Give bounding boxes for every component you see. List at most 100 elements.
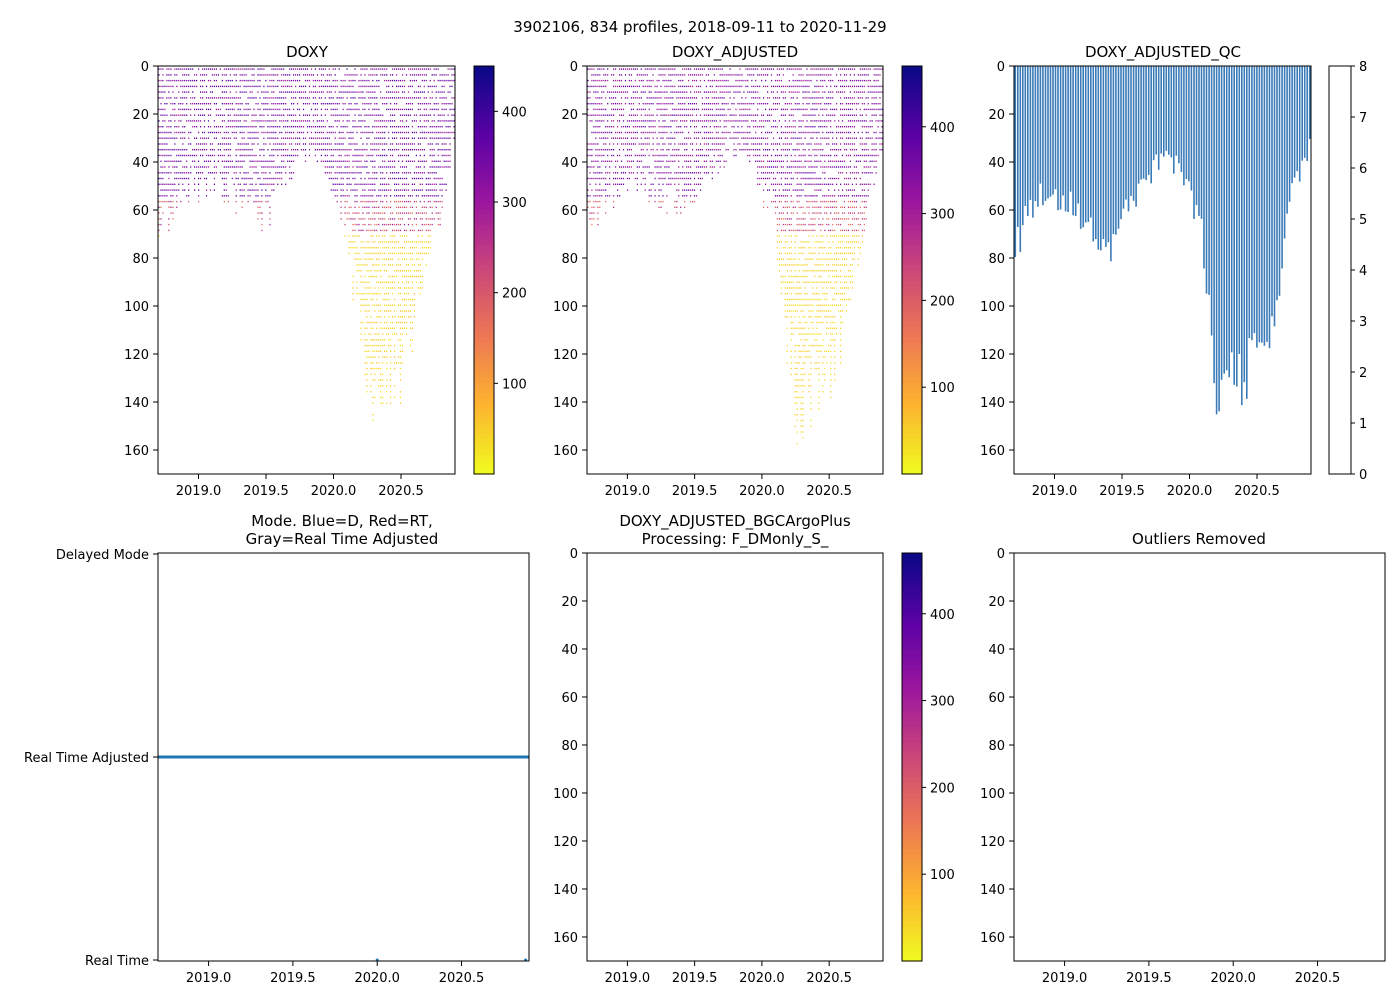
doxy-dot (394, 131, 396, 134)
doxy_adj-dot (678, 79, 680, 82)
doxy_adj-dot (747, 114, 749, 116)
doxy-dot (243, 120, 245, 122)
doxy_adj-dot (636, 172, 638, 174)
doxy_adj-dot (595, 126, 597, 128)
doxy-dot (360, 218, 362, 220)
doxy-dot (407, 287, 410, 289)
doxy-dot (372, 396, 374, 399)
doxy-dot (441, 108, 443, 111)
doxy_adj-dot (630, 108, 632, 111)
doxy-dot (160, 200, 162, 203)
doxy-dot (394, 281, 396, 283)
doxy_adj-dot (693, 137, 696, 139)
doxy-dot (384, 270, 386, 272)
doxy-dot (350, 74, 352, 76)
doxy-dot (376, 79, 378, 82)
doxy_adj-dot (624, 131, 627, 134)
doxy-dot (411, 321, 413, 324)
doxy_adj-dot (660, 206, 662, 208)
doxy-dot (431, 218, 433, 220)
doxy_adj-dot (591, 223, 593, 226)
doxy-dot (372, 367, 374, 370)
doxy-dot (401, 212, 404, 214)
doxy-dot (403, 195, 406, 197)
doxy-dot (419, 126, 421, 128)
doxy_adj-dot (699, 68, 702, 70)
doxy-dot (388, 339, 390, 341)
doxy-dot (411, 241, 413, 243)
doxy_adj-dot (644, 166, 646, 168)
doxy-dot (399, 367, 402, 370)
doxy-dot (158, 218, 160, 220)
doxy-dot (336, 172, 338, 174)
doxy-dot (243, 91, 245, 93)
doxy_adj-dot (658, 200, 660, 203)
doxy-dot (403, 223, 406, 226)
doxy-dot (417, 126, 419, 128)
doxy-dot (180, 79, 182, 82)
doxy_adj-dot (725, 85, 727, 88)
doxy_adj-dot (644, 183, 646, 185)
doxy_adj-dot (699, 91, 702, 93)
doxy_adj-dot (628, 166, 630, 168)
doxy-dot (164, 143, 166, 145)
doxy-dot (370, 373, 372, 376)
doxy_adj-dot (664, 103, 666, 105)
doxy-dot (427, 143, 429, 145)
doxy-dot (352, 293, 354, 295)
doxy-dot (407, 270, 410, 272)
doxy-dot (409, 195, 411, 197)
doxy-dot (229, 97, 231, 99)
doxy_adj-dot (680, 85, 682, 88)
doxy-dot (326, 172, 328, 174)
doxy_adj-dot (632, 120, 634, 122)
doxy_adj-dot (686, 68, 688, 70)
doxy_adj-dot (749, 160, 751, 162)
doxy-dot (374, 120, 376, 122)
doxy-dot (340, 91, 342, 93)
doxy-dot (399, 379, 402, 381)
doxy-dot (380, 189, 382, 191)
doxy_adj-dot (693, 131, 696, 134)
doxy_adj-dot (768, 68, 771, 70)
doxy_adj-dot (757, 143, 759, 145)
doxy_adj-dot (670, 154, 672, 157)
doxy-dot (182, 177, 184, 180)
doxy-dot (390, 235, 392, 237)
doxy-dot (382, 206, 384, 208)
doxy-dot (399, 333, 402, 335)
doxy-dot (378, 108, 380, 111)
doxy-dot (350, 189, 352, 191)
doxy-dot (366, 91, 368, 93)
doxy_adj-dot (587, 189, 589, 191)
doxy_adj-dot (772, 189, 775, 191)
doxy-dot (386, 327, 388, 329)
doxy_adj-dot (692, 79, 694, 82)
doxy_adj-dot (591, 177, 593, 180)
doxy-dot (192, 103, 194, 105)
doxy-dot (425, 131, 427, 134)
doxy-dot (188, 195, 190, 197)
doxy-dot (211, 85, 213, 88)
doxy_adj-dot (767, 131, 769, 134)
doxy-dot (285, 149, 287, 151)
doxy-dot (380, 373, 382, 376)
doxy_adj-dot (630, 120, 632, 122)
doxy-dot (215, 74, 217, 76)
doxy_adj-dot (745, 85, 747, 88)
doxy-dot (271, 120, 273, 122)
doxy-dot (421, 189, 423, 191)
doxy-dot (255, 166, 257, 168)
doxy_adj-dot (601, 131, 603, 134)
doxy_adj-dot (607, 137, 609, 139)
doxy-dot (196, 74, 198, 76)
doxy-dot (390, 79, 392, 82)
doxy-dot (399, 293, 402, 295)
doxy-dot (368, 108, 370, 111)
doxy-dot (376, 206, 378, 208)
doxy_adj-dot (755, 85, 757, 88)
doxy_adj-dot (603, 91, 605, 93)
doxy-dot (396, 275, 398, 278)
doxy_adj-dot (690, 97, 692, 99)
doxy-dot (275, 172, 277, 174)
